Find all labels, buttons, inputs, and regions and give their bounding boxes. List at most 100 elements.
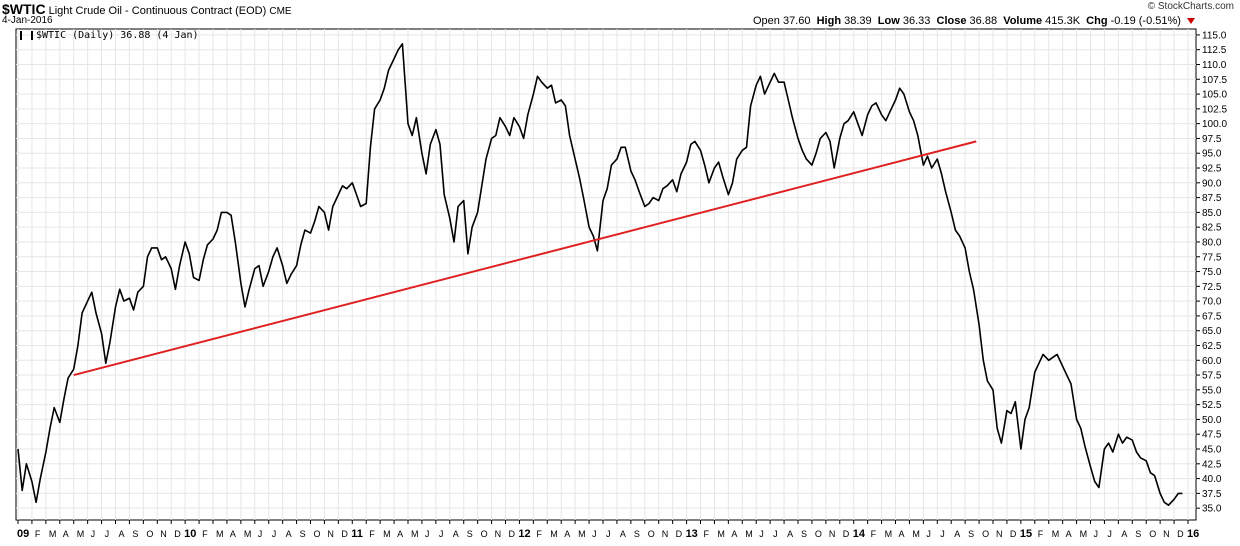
x-tick-label: M bbox=[578, 529, 586, 539]
x-tick-label: F bbox=[369, 529, 375, 539]
x-tick-label: A bbox=[1066, 529, 1072, 539]
x-tick-label: M bbox=[912, 529, 920, 539]
y-tick-label: 67.5 bbox=[1202, 311, 1222, 322]
x-tick-label: A bbox=[954, 529, 960, 539]
down-arrow-icon bbox=[1187, 18, 1195, 25]
x-tick-label: O bbox=[314, 529, 321, 539]
x-tick-label: M bbox=[77, 529, 85, 539]
high-value: 38.39 bbox=[844, 15, 872, 27]
x-tick-label: S bbox=[1135, 529, 1141, 539]
x-tick-label: J bbox=[258, 529, 263, 539]
x-tick-label: S bbox=[801, 529, 807, 539]
x-tick-label: A bbox=[63, 529, 69, 539]
x-tick-label: J bbox=[606, 529, 611, 539]
close-value: 36.88 bbox=[969, 15, 998, 27]
x-tick-label: N bbox=[996, 529, 1003, 539]
x-tick-label: J bbox=[926, 529, 931, 539]
x-tick-label: S bbox=[634, 529, 640, 539]
y-tick-label: 85.0 bbox=[1202, 208, 1222, 219]
x-tick-label: 11 bbox=[351, 528, 363, 540]
y-tick-label: 92.5 bbox=[1202, 164, 1222, 175]
x-tick-label: S bbox=[467, 529, 473, 539]
y-tick-label: 70.0 bbox=[1202, 297, 1222, 308]
y-tick-label: 97.5 bbox=[1202, 134, 1222, 145]
x-tick-label: O bbox=[146, 529, 153, 539]
x-tick-label: 14 bbox=[853, 528, 866, 540]
ohlc-stats: Open 37.60 High 38.39 Low 36.33 Close 36… bbox=[753, 15, 1195, 27]
x-tick-label: J bbox=[439, 529, 444, 539]
x-tick-label: A bbox=[564, 529, 570, 539]
x-tick-label: N bbox=[160, 529, 167, 539]
x-tick-label: D bbox=[1177, 529, 1184, 539]
x-tick-label: D bbox=[676, 529, 683, 539]
x-tick-label: N bbox=[495, 529, 502, 539]
x-tick-label: D bbox=[341, 529, 348, 539]
x-tick-label: N bbox=[1163, 529, 1170, 539]
x-tick-label: A bbox=[453, 529, 459, 539]
x-tick-label: D bbox=[1010, 529, 1017, 539]
price-series-line bbox=[17, 43, 1183, 506]
y-tick-label: 57.5 bbox=[1202, 371, 1222, 382]
trendline bbox=[73, 140, 977, 377]
x-tick-label: 16 bbox=[1187, 528, 1199, 540]
y-tick-label: 37.5 bbox=[1202, 489, 1222, 500]
chart-date: 4-Jan-2016 bbox=[2, 15, 53, 26]
y-tick-label: 110.0 bbox=[1202, 60, 1227, 71]
volume-label: Volume bbox=[1003, 15, 1043, 27]
x-tick-label: 13 bbox=[686, 528, 698, 540]
y-tick-label: 90.0 bbox=[1202, 178, 1222, 189]
y-tick-label: 107.5 bbox=[1202, 75, 1227, 86]
high-label: High bbox=[816, 15, 842, 27]
x-tick-label: J bbox=[91, 529, 96, 539]
legend-text: $WTIC (Daily) 36.88 (4 Jan) bbox=[36, 30, 199, 41]
y-tick-label: 75.0 bbox=[1202, 267, 1222, 278]
x-tick-label: M bbox=[745, 529, 753, 539]
x-tick-label: 09 bbox=[17, 528, 29, 540]
x-tick-label: M bbox=[885, 529, 893, 539]
x-tick-label: S bbox=[968, 529, 974, 539]
x-tick-label: M bbox=[717, 529, 725, 539]
x-tick-label: S bbox=[300, 529, 306, 539]
x-tick-label: A bbox=[731, 529, 737, 539]
x-tick-label: M bbox=[383, 529, 391, 539]
x-tick-label: M bbox=[49, 529, 57, 539]
y-tick-label: 50.0 bbox=[1202, 415, 1222, 426]
y-tick-label: 47.5 bbox=[1202, 430, 1222, 441]
x-tick-label: M bbox=[244, 529, 252, 539]
x-tick-label: O bbox=[481, 529, 488, 539]
x-tick-label: A bbox=[286, 529, 292, 539]
x-tick-label: F bbox=[536, 529, 542, 539]
x-tick-label: J bbox=[592, 529, 597, 539]
x-tick-label: 15 bbox=[1020, 528, 1032, 540]
x-tick-label: J bbox=[1094, 529, 1099, 539]
x-tick-label: A bbox=[119, 529, 125, 539]
y-tick-label: 72.5 bbox=[1202, 282, 1222, 293]
y-tick-label: 60.0 bbox=[1202, 356, 1222, 367]
x-tick-label: F bbox=[202, 529, 208, 539]
symbol: $WTIC bbox=[2, 1, 46, 17]
brand-credit: © StockCharts.com bbox=[1147, 1, 1234, 12]
ohlc-bar-icon bbox=[20, 30, 33, 40]
y-tick-label: 80.0 bbox=[1202, 237, 1222, 248]
x-tick-label: S bbox=[132, 529, 138, 539]
x-tick-label: F bbox=[871, 529, 877, 539]
low-label: Low bbox=[877, 15, 900, 27]
x-tick-label: J bbox=[425, 529, 430, 539]
y-tick-label: 35.0 bbox=[1202, 504, 1222, 515]
x-tick-label: O bbox=[648, 529, 655, 539]
x-tick-label: J bbox=[272, 529, 277, 539]
y-tick-label: 82.5 bbox=[1202, 223, 1222, 234]
x-tick-label: D bbox=[843, 529, 850, 539]
x-tick-label: A bbox=[230, 529, 236, 539]
chart-header: $WTIC Light Crude Oil - Continuous Contr… bbox=[2, 1, 292, 17]
exchange: CME bbox=[269, 6, 292, 17]
chg-value: -0.19 (-0.51%) bbox=[1110, 15, 1181, 27]
x-tick-label: J bbox=[1107, 529, 1112, 539]
grid-lines bbox=[16, 29, 1196, 520]
x-tick-label: N bbox=[662, 529, 669, 539]
y-tick-label: 42.5 bbox=[1202, 459, 1222, 470]
y-tick-label: 77.5 bbox=[1202, 252, 1222, 263]
x-tick-label: D bbox=[509, 529, 516, 539]
x-tick-label: M bbox=[1080, 529, 1088, 539]
